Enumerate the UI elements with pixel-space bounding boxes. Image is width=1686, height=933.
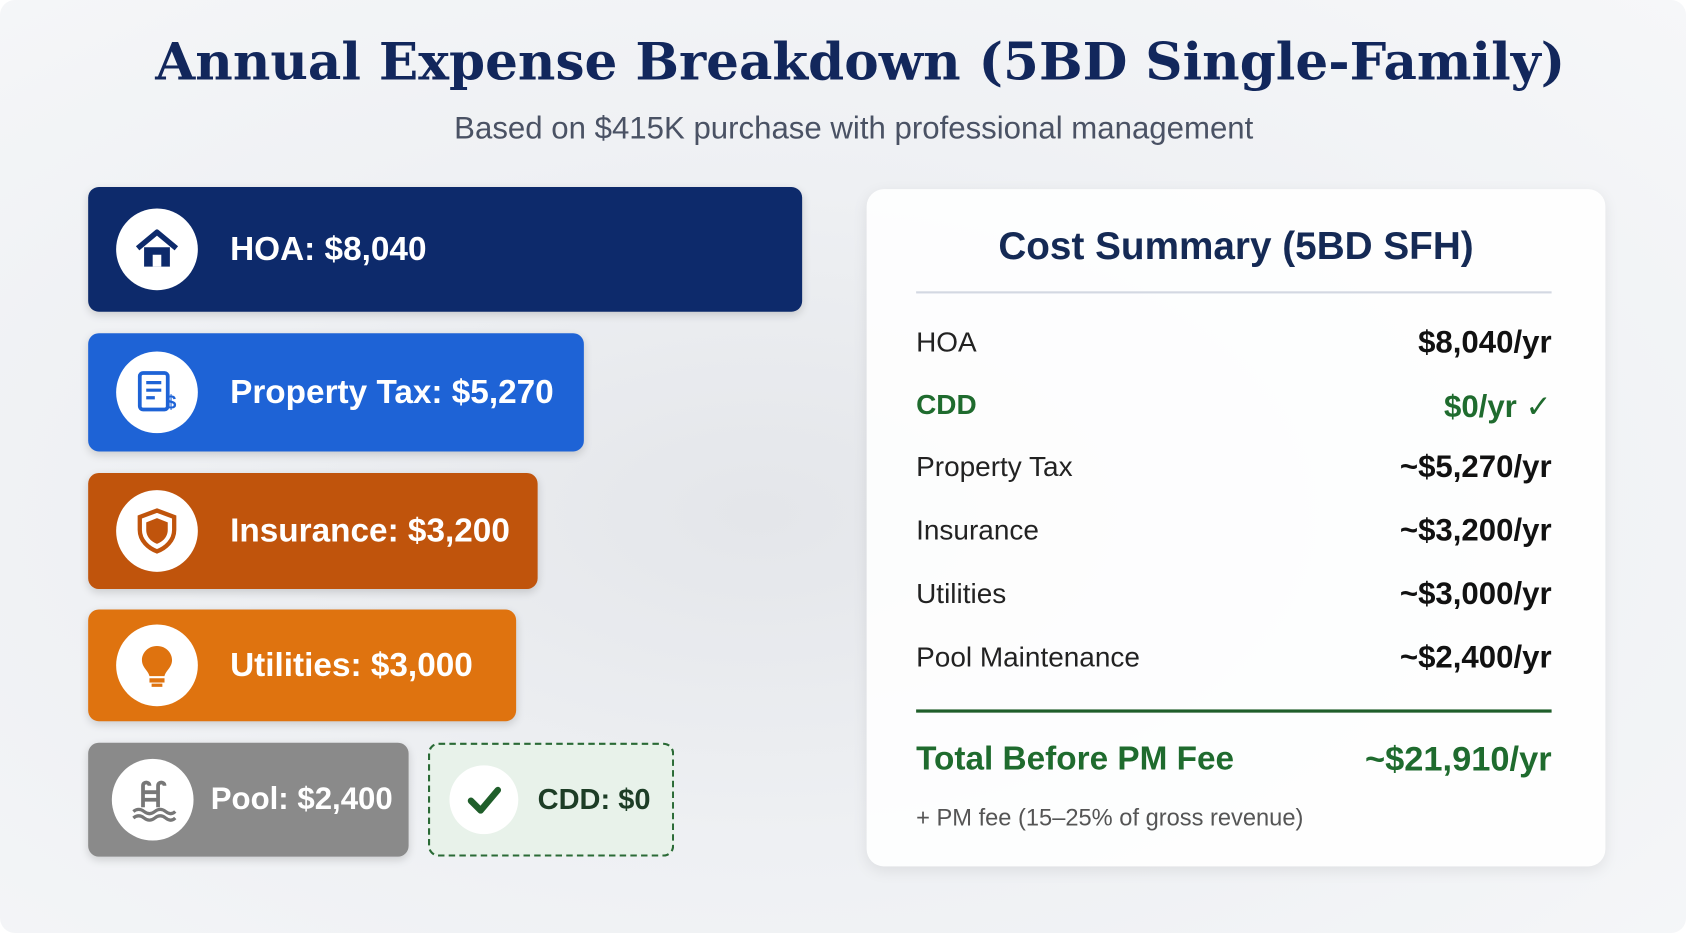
row-label: Utilities bbox=[916, 577, 1007, 610]
card-label: HOA: $8,040 bbox=[230, 230, 427, 268]
row-label: Pool Maintenance bbox=[916, 640, 1140, 673]
summary-row: Utilities ~$3,000/yr bbox=[916, 577, 1551, 620]
row-value: ~$3,000/yr bbox=[1399, 577, 1552, 612]
note: + PM fee (15–25% of gross revenue) bbox=[916, 804, 1304, 831]
card-label: Insurance: $3,200 bbox=[230, 511, 510, 550]
row-label: CDD bbox=[916, 388, 977, 421]
summary-row: HOA $8,040/yr bbox=[916, 326, 1551, 369]
total-label: Total Before PM Fee bbox=[916, 739, 1235, 778]
total-row: Total Before PM Fee ~$21,910/yr bbox=[916, 740, 1551, 789]
row-value: ~$5,270/yr bbox=[1399, 450, 1552, 485]
summary-row: Property Tax ~$5,270/yr bbox=[916, 450, 1551, 493]
summary-panel: Cost Summary (5BD SFH) HOA $8,040/yr CDD $… bbox=[866, 189, 1606, 867]
expense-card: CDD: $0 bbox=[427, 742, 675, 857]
shield-icon bbox=[137, 508, 177, 554]
expense-card: Insurance: $3,200 bbox=[88, 472, 538, 590]
card-label: Pool: $2,400 bbox=[210, 781, 393, 817]
icon: $ bbox=[116, 351, 198, 434]
icon bbox=[449, 765, 519, 835]
row-value: $0/yr ✓ bbox=[1443, 390, 1552, 425]
expense-card: Pool: $2,400 bbox=[88, 742, 409, 857]
expense-card: Utilities: $3,000 bbox=[88, 609, 517, 722]
row-value: ~$2,400/yr bbox=[1399, 640, 1552, 676]
row-value: ~$3,200/yr bbox=[1399, 513, 1552, 549]
icon bbox=[111, 758, 194, 841]
bulb-icon bbox=[141, 646, 173, 687]
row-label: HOA bbox=[916, 325, 977, 358]
icon bbox=[116, 490, 198, 572]
pool-icon bbox=[132, 780, 177, 822]
divider bbox=[916, 291, 1552, 294]
summary-row: CDD $0/yr ✓ bbox=[916, 388, 1551, 431]
total-divider bbox=[916, 709, 1552, 713]
check-icon bbox=[467, 786, 502, 814]
row-label: Property Tax bbox=[916, 450, 1073, 483]
total-value: ~$21,910/yr bbox=[1365, 739, 1552, 779]
icon bbox=[116, 624, 198, 707]
subtitle: Based on $415K purchase with professiona… bbox=[454, 111, 1254, 147]
card-label: Utilities: $3,000 bbox=[230, 646, 473, 684]
tax-icon: $ bbox=[137, 371, 177, 413]
summary-row: Insurance ~$3,200/yr bbox=[916, 514, 1551, 557]
svg-text:$: $ bbox=[166, 391, 177, 413]
card-label: Property Tax: $5,270 bbox=[230, 372, 554, 411]
expense-card: $ Property Tax: $5,270 bbox=[88, 333, 584, 452]
house-icon bbox=[135, 229, 179, 267]
summary-title: Cost Summary (5BD SFH) bbox=[998, 223, 1474, 268]
title: Annual Expense Breakdown (5BD Single-Fam… bbox=[155, 32, 1566, 93]
summary-row: Pool Maintenance ~$2,400/yr bbox=[916, 641, 1551, 684]
card-label: CDD: $0 bbox=[537, 783, 651, 816]
row-label: Insurance bbox=[916, 513, 1039, 547]
row-value: $8,040/yr bbox=[1418, 325, 1552, 361]
expense-card: HOA: $8,040 bbox=[88, 187, 803, 312]
icon bbox=[116, 208, 198, 291]
